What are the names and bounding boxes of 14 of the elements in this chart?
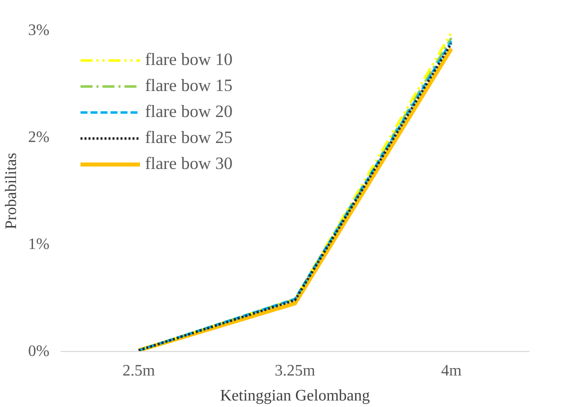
legend-label: flare bow 20 <box>145 102 233 122</box>
legend-label: flare bow 15 <box>145 76 233 96</box>
x-tick-label: 2.5m <box>122 362 156 380</box>
x-axis-title: Ketinggian Gelombang <box>220 388 370 404</box>
x-tick-label: 3.25m <box>274 362 316 380</box>
x-tick-label: 4m <box>441 362 462 380</box>
y-tick-label: 2% <box>28 129 50 146</box>
y-tick-label: 3% <box>28 22 50 39</box>
y-axis-title: Probabilitas <box>3 152 20 230</box>
legend-label: flare bow 30 <box>145 154 233 174</box>
legend-label: flare bow 10 <box>145 50 233 70</box>
y-tick-label: 0% <box>28 343 50 360</box>
legend-label: flare bow 25 <box>145 128 233 148</box>
y-tick-label: 1% <box>28 236 50 253</box>
